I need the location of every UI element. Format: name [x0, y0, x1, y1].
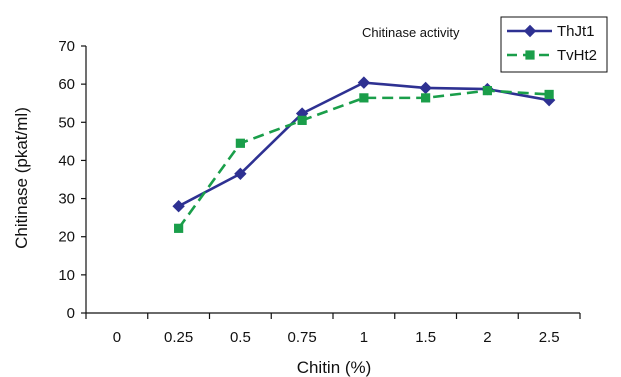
y-ticks: 0 10 20 30 40 50 60 70: [58, 38, 86, 322]
x-tick-label: 0.5: [230, 329, 251, 346]
data-point-thjt1: [234, 167, 247, 180]
legend-box: [500, 16, 608, 73]
y-axis-title: Chitinase (pkat/ml): [12, 107, 31, 249]
data-point-thjt1: [357, 76, 371, 89]
x-tick-label: 0.25: [164, 329, 193, 346]
data-point-thjt1: [295, 107, 309, 120]
y-tick-label: 30: [58, 191, 75, 208]
data-point-tvht2: [482, 86, 492, 96]
data-point-tvht2: [421, 93, 431, 103]
x-tick-label: 1: [360, 329, 368, 346]
data-point-tvht2: [297, 115, 307, 125]
y-tick-label: 10: [58, 267, 75, 284]
legend: ThJt1 TvHt2: [500, 16, 608, 73]
data-point-thjt1: [419, 81, 432, 95]
x-axis-title: Chitin (%): [297, 358, 372, 377]
x-tick-label: 0.75: [288, 329, 317, 346]
x-ticks: 0 0.25 0.5 0.75 1 1.5 2 2.5: [85, 313, 581, 346]
data-point-tvht2: [359, 93, 369, 103]
plot-area: 0 10 20 30 40 50 60 70 0 0.25 0.5 0.75 1 1.5 2 2.5: [58, 38, 581, 346]
y-tick-label: 20: [58, 229, 75, 246]
y-tick-label: 0: [67, 305, 75, 322]
annotation-text: Chitinase activity: [362, 25, 460, 40]
legend-label-tvht2: TvHt2: [557, 47, 597, 64]
series-layer: [172, 76, 556, 233]
legend-label-thjt1: ThJt1: [557, 23, 595, 40]
legend-items: ThJt1 TvHt2: [507, 23, 597, 64]
x-tick-label: 2: [483, 329, 491, 346]
y-tick-label: 70: [58, 38, 75, 55]
x-tick-label: 2.5: [539, 329, 560, 346]
series-line-tvht2: [177, 89, 550, 230]
data-point-tvht2: [235, 138, 245, 148]
y-tick-label: 50: [58, 114, 75, 131]
x-tick-label: 0: [113, 329, 121, 346]
x-tick-label: 1.5: [415, 329, 436, 346]
y-tick-label: 40: [58, 152, 75, 169]
legend-marker-tvht2: [525, 50, 535, 60]
data-point-thjt1: [172, 200, 185, 213]
data-point-tvht2: [174, 223, 184, 233]
legend-marker-thjt1: [523, 24, 537, 38]
y-tick-label: 60: [58, 76, 75, 93]
data-point-tvht2: [544, 89, 554, 100]
